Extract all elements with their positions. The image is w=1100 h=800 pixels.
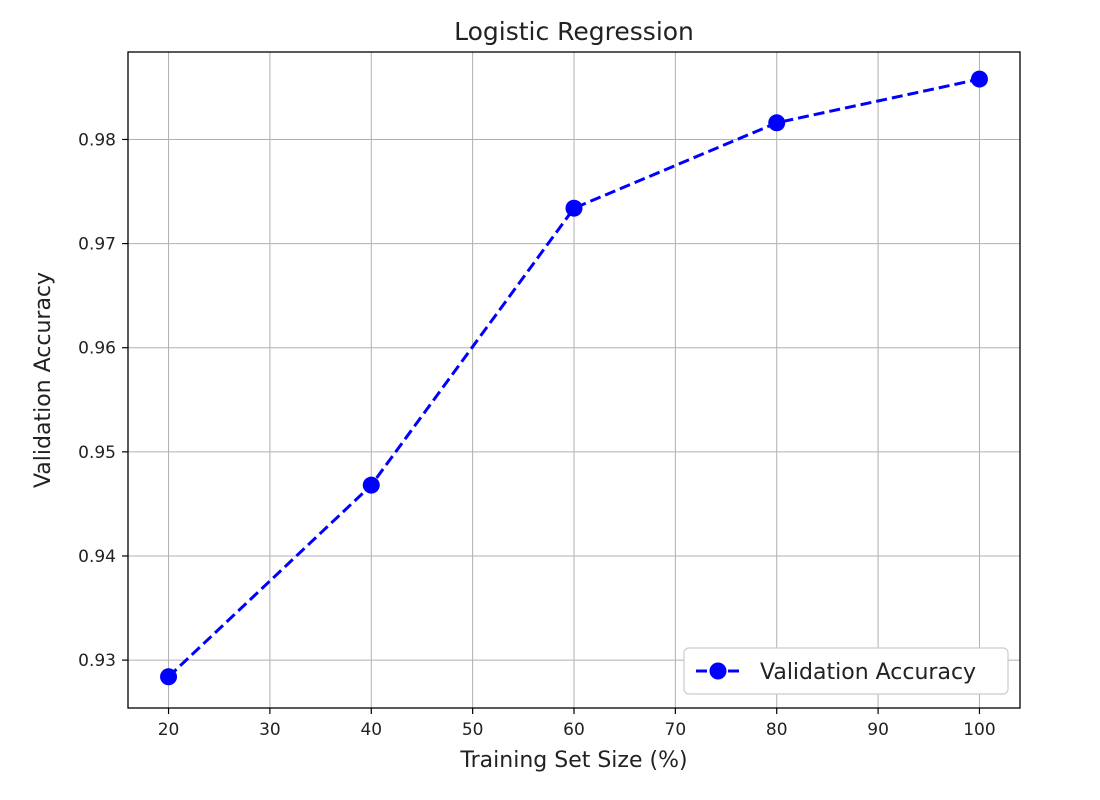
x-tick-label: 100 bbox=[963, 720, 995, 740]
data-point bbox=[970, 70, 988, 88]
x-tick-label: 40 bbox=[360, 720, 382, 740]
data-point bbox=[362, 476, 380, 494]
axis-ticks: 20 30 40 50 60 70 80 90 100 0.93 0.94 0.95 0.96 0.97 0… bbox=[78, 130, 996, 740]
y-tick-label: 0.98 bbox=[78, 130, 116, 150]
y-tick-label: 0.95 bbox=[78, 443, 116, 463]
x-tick-label: 50 bbox=[462, 720, 484, 740]
x-axis-label: Training Set Size (%) bbox=[459, 748, 687, 773]
y-tick-label: 0.96 bbox=[78, 339, 116, 359]
chart-title: Logistic Regression bbox=[454, 17, 694, 46]
data-point bbox=[768, 114, 786, 132]
y-tick-label: 0.97 bbox=[78, 235, 116, 255]
legend-marker-sample bbox=[709, 662, 727, 680]
legend-entry-validation-accuracy: Validation Accuracy bbox=[760, 660, 976, 685]
data-point bbox=[160, 668, 178, 686]
y-axis-label: Validation Accuracy bbox=[31, 272, 56, 488]
y-tick-label: 0.93 bbox=[78, 651, 116, 671]
x-tick-label: 60 bbox=[563, 720, 585, 740]
x-tick-label: 90 bbox=[867, 720, 889, 740]
series-line bbox=[167, 77, 980, 678]
data-point bbox=[565, 199, 583, 217]
x-tick-label: 70 bbox=[665, 720, 687, 740]
legend: Validation Accuracy bbox=[683, 647, 1009, 695]
y-tick-label: 0.94 bbox=[78, 547, 116, 567]
x-tick-label: 30 bbox=[259, 720, 281, 740]
series-layer bbox=[160, 70, 988, 686]
legend-box bbox=[683, 647, 1009, 695]
x-tick-label: 20 bbox=[158, 720, 180, 740]
x-tick-label: 80 bbox=[766, 720, 788, 740]
